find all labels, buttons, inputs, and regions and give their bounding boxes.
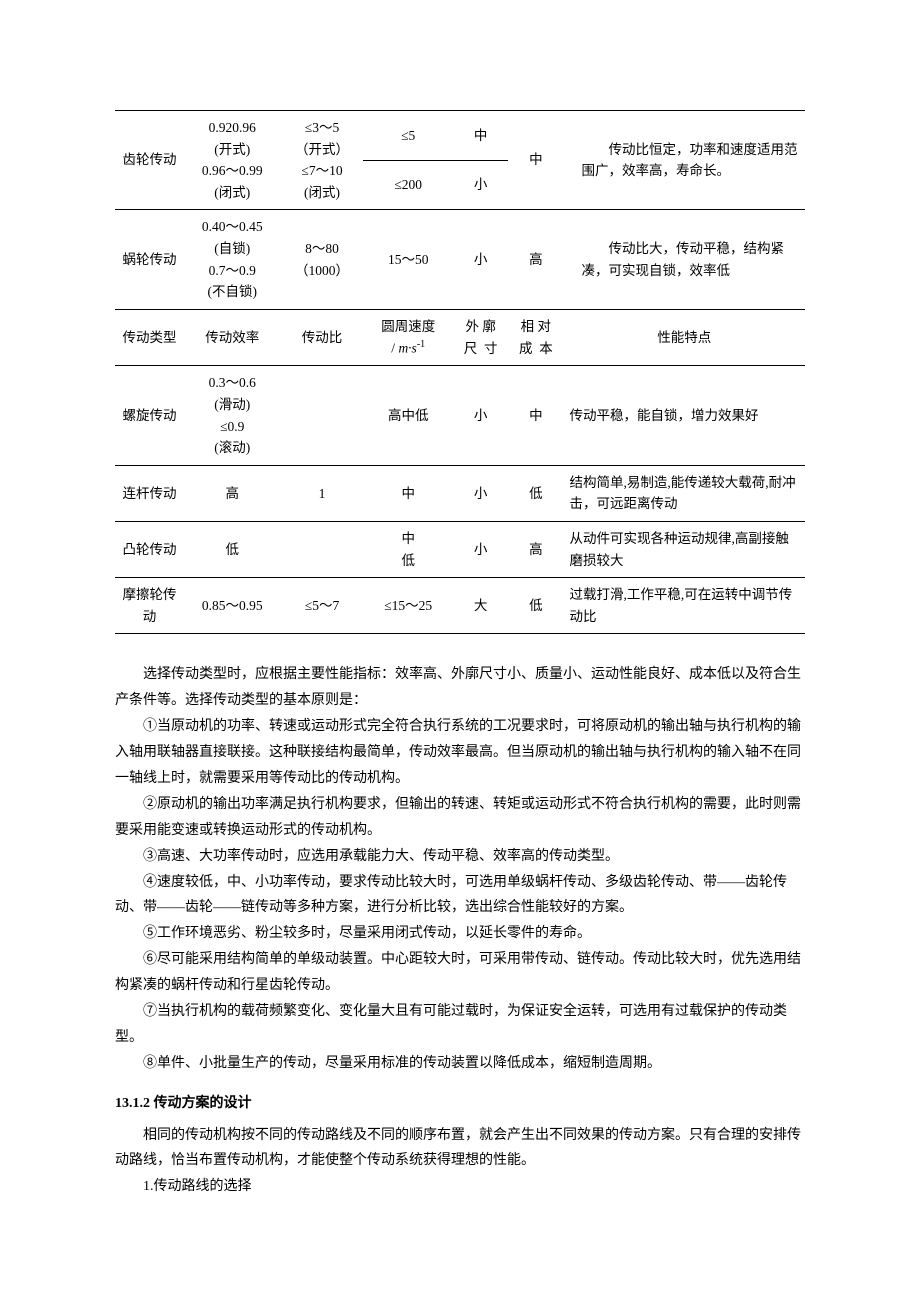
table-cell: 1	[281, 465, 364, 521]
table-cell: 结构简单,易制造,能传递较大载荷,耐冲击，可远距离传动	[563, 465, 805, 521]
table-cell: 从动件可实现各种运动规律,高副接触磨损较大	[563, 522, 805, 578]
table-cell: 连杆传动	[115, 465, 184, 521]
para-11: 1.传动路线的选择	[115, 1174, 805, 1200]
table-cell: 15～50	[363, 210, 453, 309]
table-cell	[281, 366, 364, 465]
table-cell: 中	[363, 465, 453, 521]
para-4: ④速度较低，中、小功率传动，要求传动比较大时，可选用单级蜗杆传动、多级齿轮传动、…	[115, 870, 805, 922]
table-cell: 小	[453, 210, 508, 309]
table-cell: 传动效率	[184, 309, 281, 366]
table-cell: 传动比大，传动平稳，结构紧凑，可实现自锁，效率低	[563, 210, 805, 309]
table-cell: 传动平稳，能自锁，增力效果好	[563, 366, 805, 465]
table-cell: 外 廓尺 寸	[453, 309, 508, 366]
table-cell: 小	[453, 160, 508, 210]
para-7: ⑦当执行机构的载荷频繁变化、变化量大且有可能过载时，为保证安全运转，可选用有过载…	[115, 999, 805, 1051]
para-intro: 选择传动类型时，应根据主要性能指标：效率高、外廓尺寸小、质量小、运动性能良好、成…	[115, 662, 805, 714]
para-10: 相同的传动机构按不同的传动路线及不同的顺序布置，就会产生出不同效果的传动方案。只…	[115, 1123, 805, 1175]
table-cell: 中	[508, 111, 563, 210]
para-6: ⑥尽可能采用结构简单的单级动装置。中心距较大时，可采用带传动、链传动。传动比较大…	[115, 947, 805, 999]
table-cell: 小	[453, 366, 508, 465]
table-cell: 低	[508, 465, 563, 521]
table-cell: 传动比恒定，功率和速度适用范围广，效率高，寿命长。	[563, 111, 805, 210]
table-cell: 中低	[363, 522, 453, 578]
table-cell: 大	[453, 578, 508, 634]
table-cell: 相 对成 本	[508, 309, 563, 366]
para-2: ②原动机的输出功率满足执行机构要求，但输出的转速、转矩或运动形式不符合执行机构的…	[115, 792, 805, 844]
table-cell: 高	[508, 522, 563, 578]
table-cell: ≤200	[363, 160, 453, 210]
para-3: ③高速、大功率传动时，应选用承载能力大、传动平稳、效率高的传动类型。	[115, 844, 805, 870]
table-cell: 0.3～0.6(滑动)≤0.9(滚动)	[184, 366, 281, 465]
para-8: ⑧单件、小批量生产的传动，尽量采用标准的传动装置以降低成本，缩短制造周期。	[115, 1051, 805, 1077]
table-cell: 圆周速度/ m·s-1	[363, 309, 453, 366]
table-cell: 0.920.96(开式)0.96～0.99(闭式)	[184, 111, 281, 210]
table-cell: 8～80（1000）	[281, 210, 364, 309]
table-cell: 传动类型	[115, 309, 184, 366]
table-cell: 蜗轮传动	[115, 210, 184, 309]
body-text: 选择传动类型时，应根据主要性能指标：效率高、外廓尺寸小、质量小、运动性能良好、成…	[115, 662, 805, 1200]
table-cell: 高	[184, 465, 281, 521]
para-1: ①当原动机的功率、转速或运动形式完全符合执行系统的工况要求时，可将原动机的输出轴…	[115, 714, 805, 792]
table-cell: 0.40～0.45(自锁)0.7～0.9(不自锁)	[184, 210, 281, 309]
table-cell: 凸轮传动	[115, 522, 184, 578]
table-cell: 摩擦轮传动	[115, 578, 184, 634]
transmission-table: 齿轮传动0.920.96(开式)0.96～0.99(闭式)≤3～5（开式）≤7～…	[115, 110, 805, 634]
table-cell: 中	[508, 366, 563, 465]
table-cell: ≤5～7	[281, 578, 364, 634]
table-cell: 性能特点	[563, 309, 805, 366]
table-cell: ≤3～5（开式）≤7～10(闭式)	[281, 111, 364, 210]
table-cell: 齿轮传动	[115, 111, 184, 210]
table-cell: 0.85～0.95	[184, 578, 281, 634]
table-cell: 小	[453, 465, 508, 521]
table-cell: 高中低	[363, 366, 453, 465]
table-cell: 低	[184, 522, 281, 578]
table-cell: 低	[508, 578, 563, 634]
table-cell: 传动比	[281, 309, 364, 366]
table-cell: 小	[453, 522, 508, 578]
table-cell: ≤15～25	[363, 578, 453, 634]
para-5: ⑤工作环境恶劣、粉尘较多时，尽量采用闭式传动，以延长零件的寿命。	[115, 921, 805, 947]
table-cell: ≤5	[363, 111, 453, 161]
table-cell: 过载打滑,工作平稳,可在运转中调节传动比	[563, 578, 805, 634]
section-heading: 13.1.2 传动方案的设计	[115, 1091, 805, 1117]
table-cell: 中	[453, 111, 508, 161]
table-cell: 高	[508, 210, 563, 309]
table-cell	[281, 522, 364, 578]
table-cell: 螺旋传动	[115, 366, 184, 465]
